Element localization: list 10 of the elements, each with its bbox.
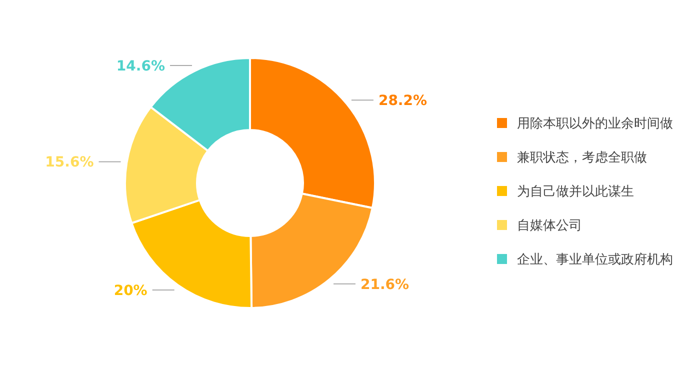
legend-label: 企业、事业单位或政府机构: [517, 252, 673, 268]
legend-label: 用除本职以外的业余时间做: [517, 116, 673, 132]
data-label: 15.6%: [45, 154, 94, 171]
data-label: 21.6%: [360, 276, 410, 293]
legend-label: 兼职状态，考虑全职做: [517, 150, 647, 166]
legend-label: 为自己做并以此谋生: [517, 184, 634, 200]
data-label: 28.2%: [378, 93, 428, 110]
legend-label: 自媒体公司: [517, 218, 582, 234]
data-label: 14.6%: [116, 58, 165, 74]
data-label: 20%: [114, 282, 148, 299]
